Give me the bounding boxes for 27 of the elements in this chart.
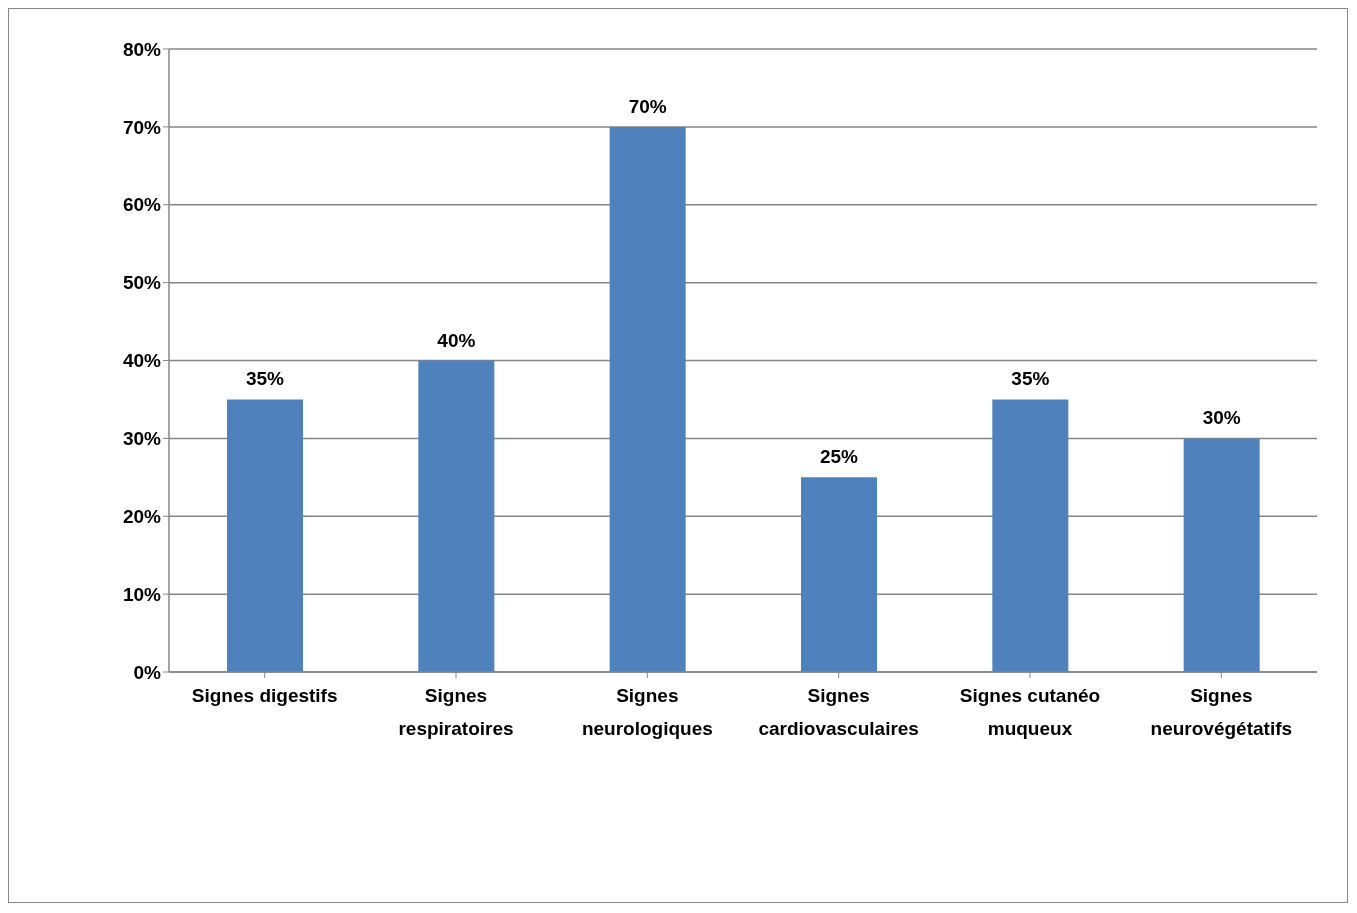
- bar: [418, 360, 495, 672]
- x-tick-label: Signes neurovégétatifs: [1150, 685, 1293, 739]
- y-tick-label: 30%: [122, 428, 162, 450]
- y-tick-label: 50%: [122, 272, 162, 294]
- data-label: 40%: [437, 329, 476, 351]
- y-tick-label: 0%: [133, 661, 162, 683]
- bar: [227, 399, 303, 672]
- data-label: 25%: [819, 446, 859, 468]
- y-tick-label: 40%: [122, 350, 162, 372]
- y-tick-label: 70%: [122, 116, 162, 138]
- bar: [801, 477, 877, 672]
- y-tick-label: 80%: [122, 38, 162, 60]
- y-tick-label: 60%: [122, 194, 162, 216]
- data-label: 70%: [628, 95, 667, 117]
- y-tick-label: 10%: [122, 583, 162, 605]
- data-label: 30%: [1202, 407, 1241, 429]
- x-tick-label: Signes cutanéo muqueux: [959, 685, 1101, 739]
- x-tick-label: Signes digestifs: [191, 685, 338, 706]
- x-tick-label: Signes respiratoires: [398, 685, 514, 739]
- data-label: 35%: [245, 368, 285, 390]
- bar: [609, 126, 686, 672]
- y-tick-label: 20%: [122, 505, 162, 527]
- x-tick-label: Signes cardiovasculaires: [758, 685, 919, 739]
- data-label: 35%: [1011, 368, 1050, 390]
- bar: [1183, 438, 1260, 672]
- x-tick-label: Signes neurologiques: [581, 685, 713, 739]
- bar: [992, 399, 1069, 672]
